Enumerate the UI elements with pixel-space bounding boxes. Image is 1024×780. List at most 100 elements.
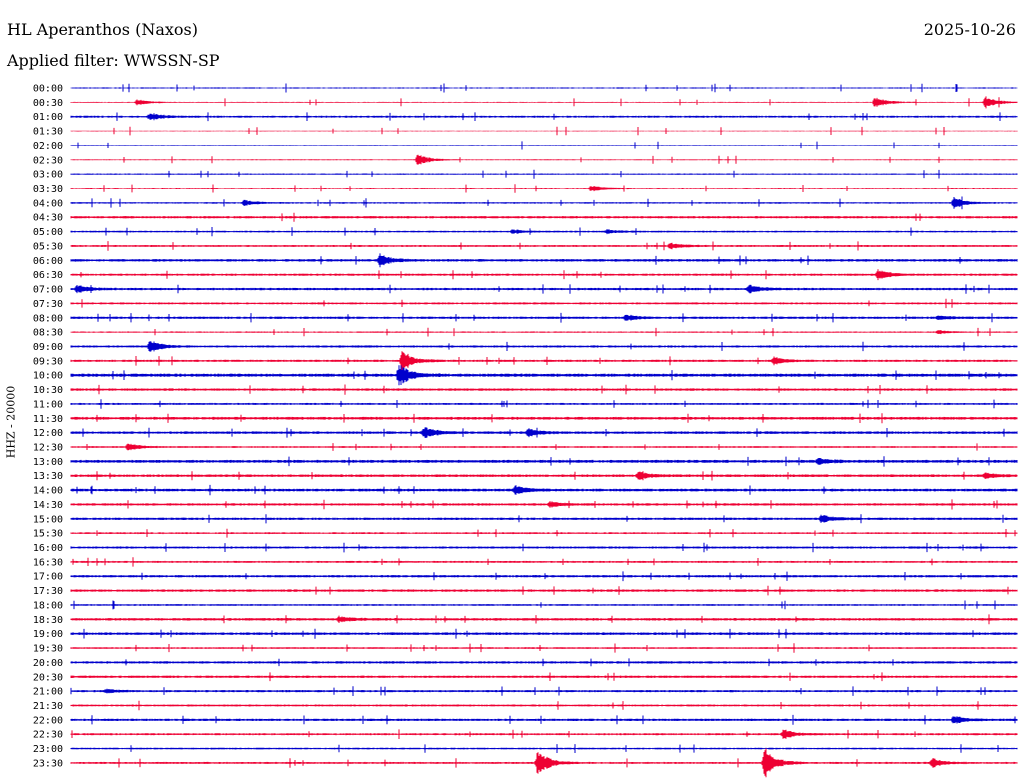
row-label: 15:30 xyxy=(33,529,63,540)
trace-line xyxy=(70,729,1018,739)
row-label: 04:00 xyxy=(33,198,63,209)
row-label: 23:30 xyxy=(33,758,63,769)
trace-line xyxy=(70,413,1018,424)
row-label: 02:00 xyxy=(33,141,63,152)
row-label: 02:30 xyxy=(33,155,63,166)
row-label: 21:00 xyxy=(33,687,63,698)
trace-line xyxy=(70,284,1018,294)
row-label: 10:00 xyxy=(33,371,63,382)
row-label: 01:00 xyxy=(33,112,63,123)
record-date: 2025-10-26 xyxy=(923,20,1016,39)
row-label: 06:30 xyxy=(33,270,63,281)
row-label: 05:30 xyxy=(33,241,63,252)
row-label: 05:00 xyxy=(33,227,63,238)
row-label: 01:30 xyxy=(33,127,63,138)
filter-prefix: Applied filter: xyxy=(7,51,119,70)
trace-line xyxy=(70,700,1018,711)
trace-line xyxy=(70,542,1018,553)
trace-line xyxy=(70,298,1018,309)
trace-line xyxy=(70,470,1018,481)
row-label: 07:30 xyxy=(33,299,63,310)
trace-line xyxy=(70,184,1018,193)
trace-line xyxy=(70,499,1018,510)
row-label: 08:30 xyxy=(33,328,63,339)
trace-line xyxy=(70,154,1018,165)
row-label: 00:30 xyxy=(33,98,63,109)
trace-line xyxy=(70,365,1018,386)
trace-line xyxy=(70,341,1018,352)
row-label: 07:00 xyxy=(33,285,63,296)
trace-line xyxy=(70,96,1018,109)
trace-line xyxy=(70,744,1018,753)
trace-line xyxy=(70,253,1018,268)
row-label: 22:30 xyxy=(33,730,63,741)
row-label: 00:00 xyxy=(33,84,63,95)
trace-line xyxy=(70,672,1018,682)
row-label: 20:00 xyxy=(33,658,63,669)
row-label: 09:00 xyxy=(33,342,63,353)
row-label: 20:30 xyxy=(33,672,63,683)
trace-line xyxy=(70,456,1018,467)
trace-line xyxy=(70,227,1018,237)
trace-line xyxy=(70,126,1018,136)
trace-line xyxy=(70,628,1018,639)
row-label: 04:30 xyxy=(33,213,63,224)
trace-line xyxy=(70,141,1018,150)
trace-line xyxy=(70,241,1018,251)
row-label: 11:30 xyxy=(33,414,63,425)
trace-line xyxy=(70,643,1018,653)
trace-line xyxy=(70,384,1018,395)
row-label: 12:00 xyxy=(33,428,63,439)
trace-line xyxy=(70,83,1018,93)
trace-line xyxy=(70,748,1018,778)
row-label: 14:00 xyxy=(33,486,63,497)
trace-line xyxy=(70,658,1018,667)
trace-line xyxy=(70,585,1018,596)
trace-line xyxy=(70,399,1018,409)
trace-line xyxy=(70,427,1018,438)
row-label: 14:30 xyxy=(33,500,63,511)
row-label: 18:00 xyxy=(33,600,63,611)
row-label: 09:30 xyxy=(33,356,63,367)
row-label: 19:30 xyxy=(33,644,63,655)
trace-line xyxy=(70,514,1018,524)
trace-line xyxy=(70,327,1018,337)
trace-line xyxy=(70,196,1018,210)
trace-line xyxy=(70,614,1018,625)
trace-line xyxy=(70,571,1018,582)
row-label: 03:30 xyxy=(33,184,63,195)
row-label: 13:00 xyxy=(33,457,63,468)
row-label: 12:30 xyxy=(33,443,63,454)
row-label: 16:00 xyxy=(33,543,63,554)
row-label: 06:00 xyxy=(33,256,63,267)
filter-info: Applied filter: WWSSN-SP xyxy=(7,51,220,70)
row-label: 21:30 xyxy=(33,701,63,712)
row-label: 11:00 xyxy=(33,399,63,410)
trace-line xyxy=(70,169,1018,179)
row-label: 10:30 xyxy=(33,385,63,396)
row-label: 19:00 xyxy=(33,629,63,640)
trace-line xyxy=(70,686,1018,696)
trace-line xyxy=(70,351,1018,371)
row-label: 17:30 xyxy=(33,586,63,597)
trace-line xyxy=(70,269,1018,281)
row-label: 03:00 xyxy=(33,170,63,181)
row-label: 17:00 xyxy=(33,572,63,583)
trace-line xyxy=(70,557,1018,567)
trace-line xyxy=(70,312,1018,323)
row-label: 13:30 xyxy=(33,471,63,482)
trace-line xyxy=(70,714,1018,725)
filter-name: WWSSN-SP xyxy=(123,51,220,70)
station-title: HL Aperanthos (Naxos) xyxy=(7,20,198,39)
row-label: 18:30 xyxy=(33,615,63,626)
trace-line xyxy=(70,443,1018,451)
row-label: 16:30 xyxy=(33,557,63,568)
row-label: 15:00 xyxy=(33,514,63,525)
row-label: 22:00 xyxy=(33,715,63,726)
row-label: 23:00 xyxy=(33,744,63,755)
trace-line xyxy=(70,528,1018,538)
trace-line xyxy=(70,484,1018,496)
row-label: 08:00 xyxy=(33,313,63,324)
trace-line xyxy=(70,212,1018,222)
